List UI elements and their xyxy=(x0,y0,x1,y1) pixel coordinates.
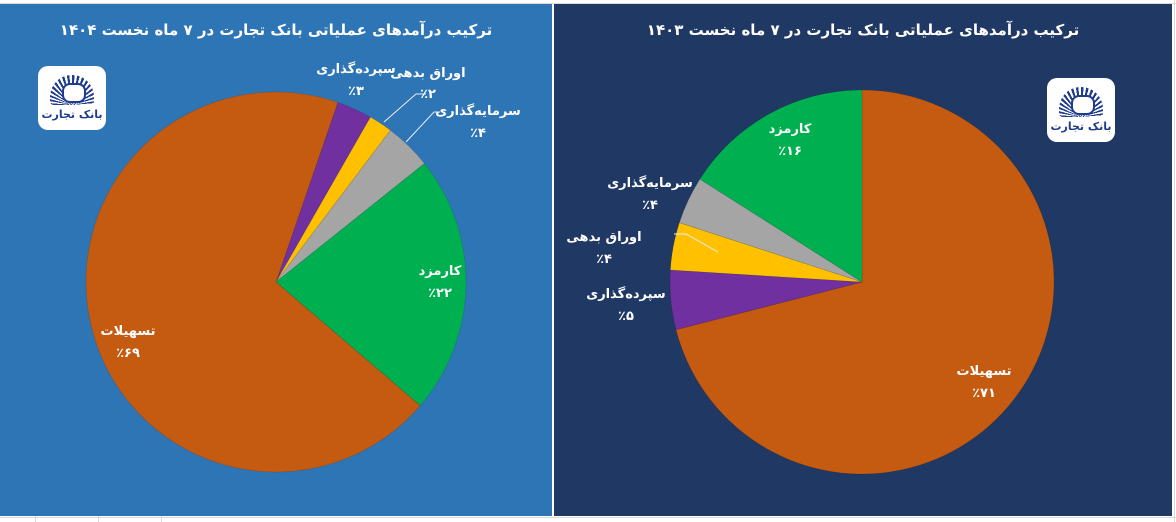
chart-title: ترکیب درآمدهای عملیاتی بانک تجارت در ۷ م… xyxy=(59,21,493,39)
label-value: ٪۳ xyxy=(348,83,364,99)
grid-line xyxy=(1174,0,1175,522)
pie-slice xyxy=(275,116,391,283)
label-value: ٪۴ xyxy=(470,125,486,141)
grid-line xyxy=(0,517,1176,518)
label-name: کارمزد xyxy=(418,264,462,279)
pie-slice xyxy=(699,89,863,283)
data-label-debt-securities: اوراق بدهی ٪۲ xyxy=(390,66,465,102)
label-name: کارمزد xyxy=(768,122,812,137)
label-name: اوراق بدهی xyxy=(390,66,466,81)
label-value: ٪۴ xyxy=(642,197,658,213)
label-name: اوراق بدهی xyxy=(566,230,642,245)
data-label-deposit: سپرده‌گذاری ٪۳ xyxy=(316,62,395,99)
data-label-fees: کارمزد ٪۲۲ xyxy=(419,264,462,301)
label-name: سپرده‌گذاری xyxy=(316,62,396,77)
bank-emblem-icon xyxy=(1059,87,1103,117)
label-name: سرمایه‌گذاری xyxy=(435,104,521,119)
pie-chart xyxy=(669,89,1055,475)
grid-line xyxy=(35,516,36,522)
label-value: ٪۷۱ xyxy=(972,385,996,401)
data-label-debt-securities: اوراق بدهی ٪۴ xyxy=(566,230,641,267)
chart-panel-1403: ترکیب درآمدهای عملیاتی بانک تجارت در ۷ م… xyxy=(554,4,1172,516)
label-value: ٪۶۹ xyxy=(116,345,140,361)
label-name: تسهیلات xyxy=(956,364,1012,379)
bank-emblem-icon xyxy=(50,75,94,105)
label-value: ٪۱۶ xyxy=(778,143,802,159)
label-value: ٪۲۲ xyxy=(428,285,452,301)
grid-line xyxy=(0,3,1176,4)
label-name: سرمایه‌گذاری xyxy=(607,176,693,191)
data-label-facilities: تسهیلات ٪۶۹ xyxy=(101,324,156,361)
data-label-deposit: سپرده‌گذاری ٪۵ xyxy=(586,287,665,324)
data-label-facilities: تسهیلات ٪۷۱ xyxy=(957,364,1012,401)
leader-line xyxy=(405,111,440,143)
pie-slice xyxy=(669,269,863,331)
grid-line xyxy=(161,516,162,522)
pie-slice xyxy=(675,89,1055,475)
pie-slice xyxy=(679,178,863,283)
label-value: ٪۴ xyxy=(596,251,612,267)
data-label-fees: کارمزد ٪۱۶ xyxy=(769,122,812,159)
pie-slice xyxy=(85,91,421,473)
data-label-investment: سرمایه‌گذاری ٪۴ xyxy=(435,104,521,141)
chart-panel-1404: ترکیب درآمدهای عملیاتی بانک تجارت در ۷ م… xyxy=(0,4,552,516)
grid-line xyxy=(98,516,99,522)
logo-text: بانک تجارت xyxy=(1050,120,1112,133)
leader-line xyxy=(674,233,719,253)
label-name: تسهیلات xyxy=(100,324,156,339)
bank-logo: بانک تجارت xyxy=(38,66,106,130)
label-name: سپرده‌گذاری xyxy=(586,287,666,302)
pie-chart xyxy=(85,91,467,473)
label-value: ٪۵ xyxy=(618,308,634,324)
data-label-investment: سرمایه‌گذاری ٪۴ xyxy=(607,176,693,213)
bank-logo: بانک تجارت xyxy=(1047,78,1115,142)
logo-text: بانک تجارت xyxy=(41,108,103,121)
pie-slice xyxy=(275,129,425,283)
leader-line xyxy=(383,93,426,123)
pie-slice xyxy=(670,222,863,283)
chart-title: ترکیب درآمدهای عملیاتی بانک تجارت در ۷ م… xyxy=(646,21,1080,39)
pie-slice xyxy=(275,101,371,283)
pie-slice xyxy=(275,163,467,407)
label-value: ٪۲ xyxy=(420,86,436,102)
